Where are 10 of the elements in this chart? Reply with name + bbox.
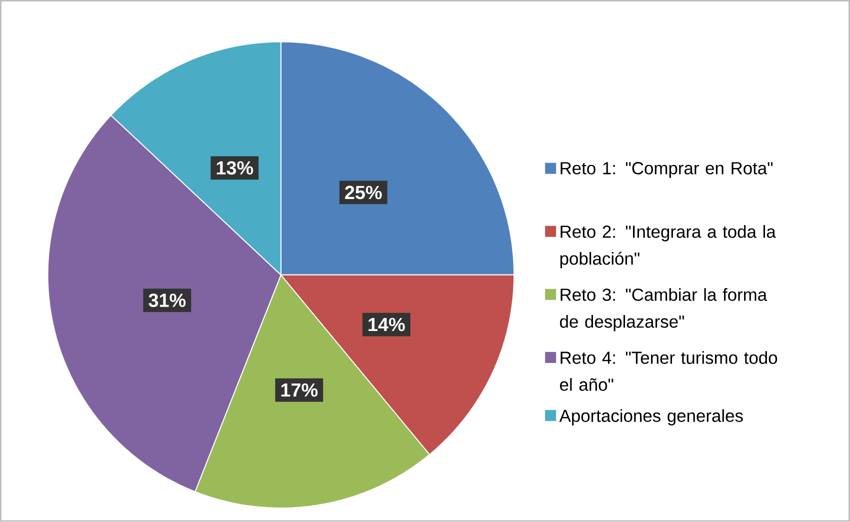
legend-label: Aportaciones generales (559, 409, 743, 426)
legend-label: Reto 3: "Cambiar la forma de desplazarse" (560, 288, 768, 332)
data-label: 17% (281, 383, 318, 397)
data-label: 31% (148, 294, 186, 308)
legend-label: Reto 4: "Tener turismo todo el año" (560, 351, 778, 391)
legend-label: Reto 1: "Comprar en Rota" (560, 162, 773, 178)
legend-label: Reto 2: "Integrara a toda la población" (560, 225, 776, 268)
data-label: 13% (216, 161, 254, 175)
data-label: 25% (345, 186, 382, 200)
data-label: 14% (368, 318, 405, 332)
